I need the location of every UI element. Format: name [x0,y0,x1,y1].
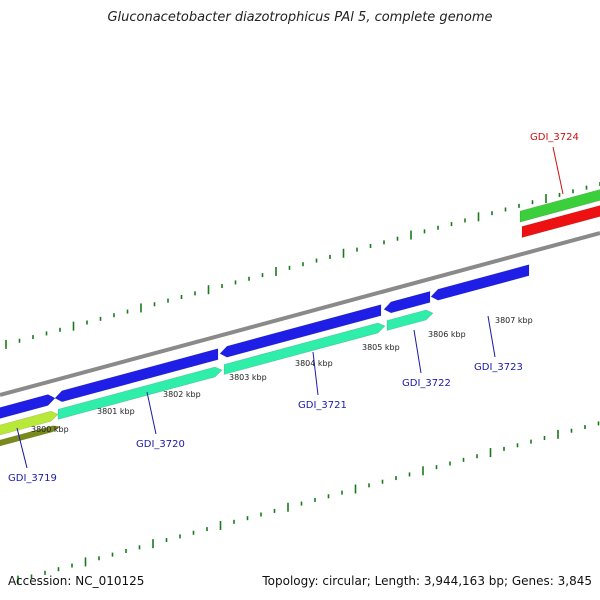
tick-label: 3805 kbp [362,343,400,352]
tick-label: 3803 kbp [229,373,267,382]
gene-label: GDI_3719 [8,473,57,484]
cds-reverse-arrow [0,410,59,436]
cds-reverse-arrow [57,366,223,420]
gene-leader-line [16,427,28,469]
gene-label: GDI_3720 [136,439,185,450]
cds-olive-arrow [0,425,61,447]
rna-red-arrow [521,205,600,238]
gene-label: GDI_3721 [298,400,347,411]
gene-label-group: GDI_3719 GDI_3720 GDI_3721 GDI_3722 GDI_3723… [8,132,579,484]
map-title: Gluconacetobacter diazotrophicus PAl 5, … [107,10,493,25]
cds-reverse-arrow [386,309,434,331]
gene-leader-line [413,329,422,374]
gene-label: GDI_3724 [530,132,579,143]
gene-leader-line [487,315,496,358]
gene-leader-line [552,146,564,195]
gene-label: GDI_3722 [402,378,451,389]
gene-label: GDI_3723 [474,362,523,373]
topology-text: Topology: circular; Length: 3,944,163 bp… [262,574,592,588]
genome-backbone [0,231,600,397]
tick-label: 3802 kbp [163,390,201,399]
cds-forward-arrow [383,291,431,314]
gene-leader-line [312,351,319,396]
inner-tick-ring [17,421,600,585]
accession-text: Accession: NC_010125 [8,574,145,588]
tick-label: 3800 kbp [31,425,69,434]
tick-label: 3807 kbp [495,316,533,325]
tick-label: 3806 kbp [428,330,466,339]
cds-forward-arrow [54,348,219,403]
gene-leader-line [146,391,157,435]
cds-forward-arrow [219,304,382,358]
feature-tracks [0,189,600,447]
tick-label: 3801 kbp [97,407,135,416]
cds-reverse-arrow [223,322,386,375]
cds-forward-arrow [430,264,530,301]
cds-forward-arrow [0,394,56,419]
rna-green-arrow [519,189,600,223]
outer-tick-ring [5,182,600,349]
